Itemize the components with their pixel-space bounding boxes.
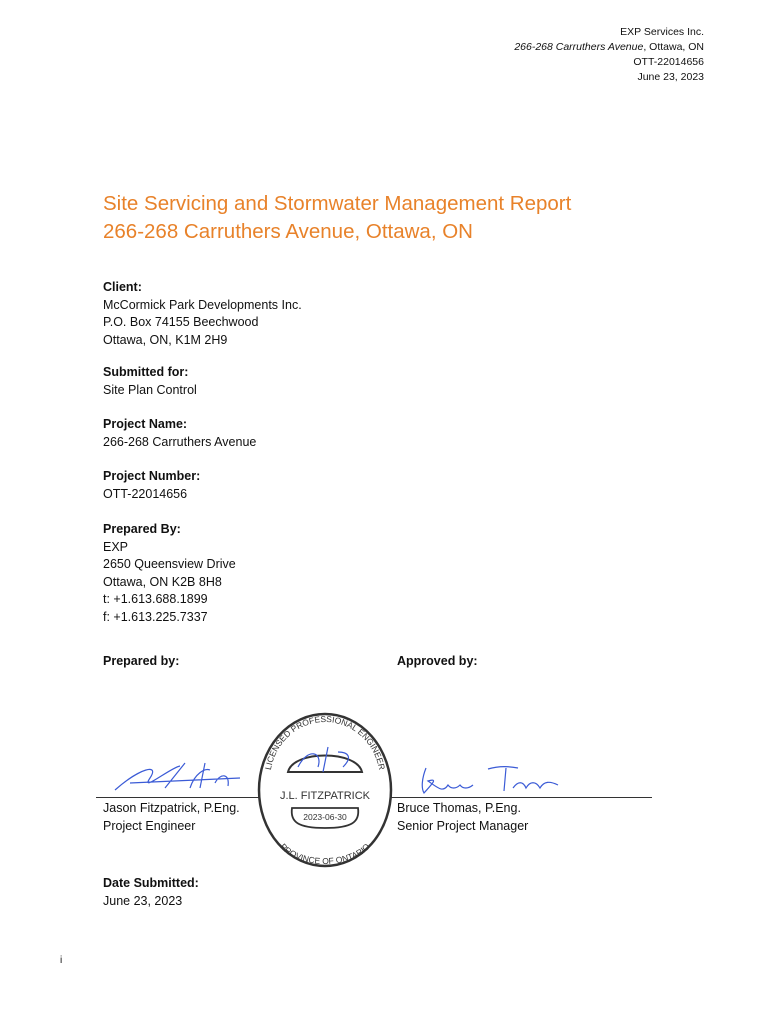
prepared-by-block: Prepared By: EXP 2650 Queensview Drive O… <box>103 522 236 624</box>
signature-thomas <box>421 766 559 795</box>
preparer-signature-block: Jason Fitzpatrick, P.Eng. Project Engine… <box>103 801 240 833</box>
header-address: 266-268 Carruthers Avenue, Ottawa, ON <box>514 41 704 53</box>
client-block: Client: McCormick Park Developments Inc.… <box>103 280 302 347</box>
page-number: i <box>60 955 63 966</box>
seal-date: 2023-06-30 <box>303 812 347 822</box>
approver-signature-block: Bruce Thomas, P.Eng. Senior Project Mana… <box>397 801 529 833</box>
header-date: June 23, 2023 <box>637 71 704 83</box>
project-number-block: Project Number: OTT-22014656 <box>103 469 201 501</box>
engineer-seal: LICENSED PROFESSIONAL ENGINEER PROVINCE … <box>257 712 393 868</box>
header-company: EXP Services Inc. <box>620 26 704 38</box>
header-project-number: OTT-22014656 <box>633 56 704 68</box>
submitted-block: Submitted for: Site Plan Control <box>103 365 197 397</box>
seal-name: J.L. FITZPATRICK <box>280 790 371 802</box>
project-name-block: Project Name: 266-268 Carruthers Avenue <box>103 417 257 449</box>
report-title: Site Servicing and Stormwater Management… <box>103 192 572 243</box>
header-block: EXP Services Inc. 266-268 Carruthers Ave… <box>514 25 704 85</box>
date-submitted-block: Date Submitted: June 23, 2023 <box>103 876 199 908</box>
prepared-by-label: Prepared by: <box>103 654 180 668</box>
signature-fitzpatrick <box>114 762 241 791</box>
approved-by-label: Approved by: <box>397 654 478 668</box>
